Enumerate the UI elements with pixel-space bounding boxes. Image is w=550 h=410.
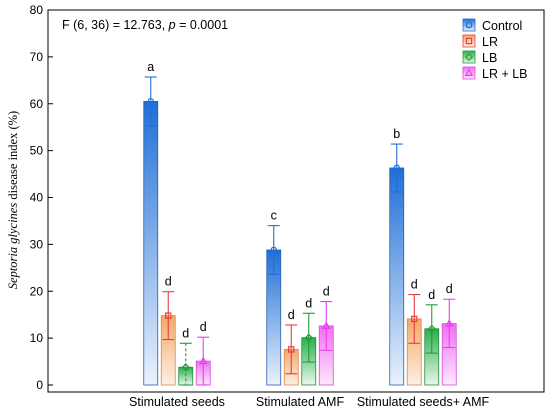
legend-swatch <box>462 18 476 32</box>
y-tick-label: 80 <box>30 3 44 17</box>
significance-label: d <box>446 282 453 296</box>
y-tick-label: 70 <box>30 50 44 64</box>
data-marker <box>304 333 313 342</box>
significance-label: d <box>165 275 172 289</box>
data-marker <box>465 21 473 29</box>
y-tick-label: 30 <box>30 237 44 251</box>
bar <box>389 167 405 386</box>
significance-label: b <box>393 127 400 141</box>
significance-label: d <box>323 285 330 299</box>
data-marker <box>147 98 155 105</box>
data-marker <box>464 52 474 62</box>
significance-label: a <box>147 60 154 74</box>
annotation: F (6, 36) = 12.763, p = 0.0001 <box>62 18 228 32</box>
y-axis-ticks: 0 10 20 30 40 50 60 70 80 <box>30 3 53 392</box>
data-marker <box>465 37 473 45</box>
data-marker <box>199 356 208 365</box>
data-marker <box>165 312 172 319</box>
data-marker <box>288 346 295 353</box>
y-tick-label: 0 <box>36 378 43 392</box>
legend: Control LR LB LR + LB <box>462 18 528 81</box>
significance-label: d <box>182 326 189 340</box>
data-marker <box>322 321 331 329</box>
data-marker <box>411 315 418 323</box>
significance-label: d <box>305 296 312 310</box>
significance-label: d <box>411 278 418 292</box>
data-marker <box>464 68 474 77</box>
category-label: Stimulated seeds <box>129 395 225 409</box>
y-tick-label: 60 <box>30 97 44 111</box>
data-marker <box>445 318 454 327</box>
plot-frame <box>47 9 545 393</box>
data-marker <box>270 246 278 254</box>
significance-label: d <box>428 288 435 302</box>
legend-label: Control <box>482 19 522 33</box>
category-label: Stimulated AMF <box>256 395 345 409</box>
legend-swatch <box>462 50 476 64</box>
annotation-p-symbol: p <box>168 18 176 32</box>
legend-label: LR + LB <box>482 67 528 81</box>
y-tick-label: 10 <box>30 331 44 345</box>
y-axis-label-italic: Septoria glycines <box>6 203 20 290</box>
y-axis-label-rest: disease index (%) <box>6 111 20 203</box>
data-marker <box>393 164 401 172</box>
data-marker <box>181 363 190 372</box>
category-labels: Stimulated seeds Stimulated AMF Stimulated… <box>129 395 489 409</box>
annotation-prefix: F (6, 36) = 12.763, <box>62 18 169 32</box>
data-marker <box>427 324 436 333</box>
significance-label: c <box>271 209 277 223</box>
annotation-suffix: = 0.0001 <box>176 18 229 32</box>
y-tick-label: 20 <box>30 284 44 298</box>
y-tick-label: 50 <box>30 144 44 158</box>
y-axis-label: Septoria glycines disease index (%) <box>6 111 20 289</box>
legend-label: LB <box>482 51 497 65</box>
category-label: Stimulated seeds+ AMF <box>357 395 490 409</box>
significance-label: d <box>288 308 295 322</box>
y-tick-label: 40 <box>30 191 44 205</box>
legend-label: LR <box>482 35 498 49</box>
legend-swatch <box>462 34 476 48</box>
significance-label: d <box>200 320 207 334</box>
bar <box>143 101 159 386</box>
